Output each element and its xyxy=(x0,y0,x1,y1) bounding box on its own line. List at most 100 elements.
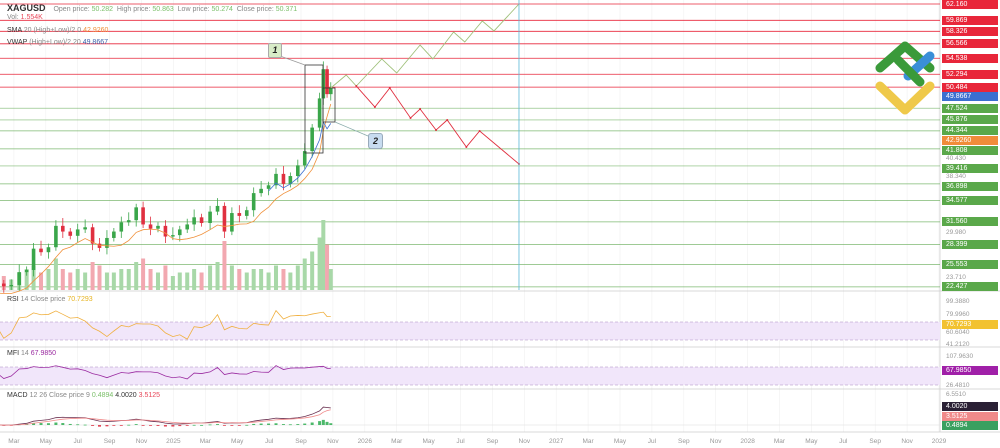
vwap-price-tag: 49.8667 xyxy=(942,92,998,102)
mfi-legend[interactable]: MFI 14 67.9850 xyxy=(7,350,56,357)
support-price-tag: 36.898 xyxy=(942,181,998,191)
volume-bar xyxy=(295,265,300,290)
support-price-tag: 39.416 xyxy=(942,163,998,173)
x-tick-label: 2027 xyxy=(549,438,564,445)
candle xyxy=(177,229,182,236)
open-value: 50.282 xyxy=(91,6,114,13)
sma-price-tag: 42.9260 xyxy=(942,136,998,146)
x-tick-label: May xyxy=(422,438,435,445)
high-label: High price: xyxy=(116,6,151,13)
macd-histogram-bar xyxy=(105,425,109,427)
volume-bar xyxy=(177,272,182,290)
macd-histogram-bar xyxy=(149,425,153,426)
rsi-tick-label: 79.9960 xyxy=(946,311,970,318)
mfi-value-tag: 67.9850 xyxy=(942,366,998,375)
candle xyxy=(112,231,116,238)
close-label: Close price: xyxy=(236,6,274,13)
x-tick-label: Mar xyxy=(391,438,403,445)
volume-bar xyxy=(317,237,322,290)
macd-histogram-bar xyxy=(259,423,263,425)
volume-bar xyxy=(170,276,175,290)
sma-params: 20 (High+Low)/2 0 xyxy=(23,27,82,34)
low-label: Low price: xyxy=(177,6,210,13)
annotation-connector-1 xyxy=(279,55,306,66)
price-tick-label: 40.430 xyxy=(946,155,966,163)
support-price-tag: 28.399 xyxy=(942,239,998,249)
macd-histogram-bar xyxy=(303,423,307,425)
vwap-line xyxy=(268,120,332,192)
resistance-price-tag: 52.294 xyxy=(942,69,998,79)
volume-bar xyxy=(148,269,153,290)
rsi-params: 14 Close price xyxy=(20,296,66,303)
x-tick-label: Sep xyxy=(678,438,690,445)
sma-legend[interactable]: SMA 20 (High+Low)/2 0 42.9260 xyxy=(7,27,108,34)
macd-histogram-bar xyxy=(61,423,65,425)
x-tick-label: Mar xyxy=(8,438,20,445)
volume-bar xyxy=(46,269,51,290)
candle xyxy=(54,225,58,248)
rsi-legend[interactable]: RSI 14 Close price 70.7293 xyxy=(7,296,93,303)
vwap-value: 49.8667 xyxy=(82,39,109,46)
mfi-name: MFI xyxy=(7,350,20,357)
low-value: 50.274 xyxy=(211,6,233,13)
macd-histogram-bar xyxy=(68,423,72,425)
candle xyxy=(83,227,87,230)
macd-histogram-bar xyxy=(83,424,87,426)
macd-histogram-bar xyxy=(91,425,95,426)
macd-histogram-bar xyxy=(252,423,256,425)
macd-value: 4.0020 xyxy=(115,392,137,399)
volume-bar xyxy=(321,220,326,290)
candle xyxy=(39,248,43,253)
macd-histogram-bar xyxy=(296,424,300,425)
mfi-band xyxy=(0,367,940,385)
rsi-value-tag: 70.7293 xyxy=(942,319,998,329)
volume-bar xyxy=(24,269,29,290)
volume-bar xyxy=(237,269,242,290)
volume-header: Vol: 1.554K xyxy=(7,14,43,21)
candle xyxy=(1,283,6,287)
rsi-band xyxy=(0,322,940,340)
macd-histogram-bar xyxy=(97,425,101,427)
macd-legend[interactable]: MACD 12 26 Close price 9 0.4894 4.0020 3… xyxy=(7,392,160,399)
macd-histogram-bar xyxy=(54,422,58,425)
candle xyxy=(230,213,234,232)
candle xyxy=(244,210,249,216)
sma-line xyxy=(0,103,332,294)
annotation-label-2[interactable]: 2 xyxy=(368,133,383,149)
forecast-down-point xyxy=(388,87,391,90)
support-price-tag: 47.524 xyxy=(942,103,998,113)
x-tick-label: Nov xyxy=(710,438,722,445)
rsi-tick-label: 41.2120 xyxy=(946,341,970,348)
candle xyxy=(148,224,153,229)
resistance-price-tag: 59.869 xyxy=(942,15,998,25)
candle xyxy=(156,225,160,229)
candle xyxy=(251,193,256,211)
price-tick-label: 23.710 xyxy=(946,273,966,281)
macd-histogram-bar xyxy=(163,425,167,427)
annotation-connector-2 xyxy=(334,121,369,137)
forecast-down-point xyxy=(355,85,358,88)
x-tick-label: Jul xyxy=(74,438,83,445)
annotation-box-2 xyxy=(322,87,336,123)
volume-bar xyxy=(274,265,279,290)
macd-histogram-bar xyxy=(200,424,204,426)
candle xyxy=(208,211,212,224)
vwap-params: (High+Low)/2 20 xyxy=(29,39,81,46)
volume-bar xyxy=(134,262,139,290)
rsi-tick-label: 60.6040 xyxy=(946,329,970,336)
vwap-legend[interactable]: VWAP (High+Low)/2 20 49.8667 xyxy=(7,39,108,46)
candle xyxy=(281,173,286,184)
resistance-price-tag: 50.484 xyxy=(942,82,998,92)
annotation-label-1[interactable]: 1 xyxy=(268,43,282,58)
x-tick-label: Nov xyxy=(519,438,531,445)
close-value: 50.371 xyxy=(275,6,298,13)
x-tick-label: 2025 xyxy=(166,438,181,445)
support-price-tag: 31.560 xyxy=(942,217,998,227)
macd-histogram-bar xyxy=(245,424,249,426)
candle xyxy=(288,176,293,184)
volume-bar xyxy=(83,272,88,290)
candle xyxy=(61,225,65,232)
macd-histogram-bar xyxy=(141,425,145,426)
volume-bar xyxy=(281,269,286,290)
